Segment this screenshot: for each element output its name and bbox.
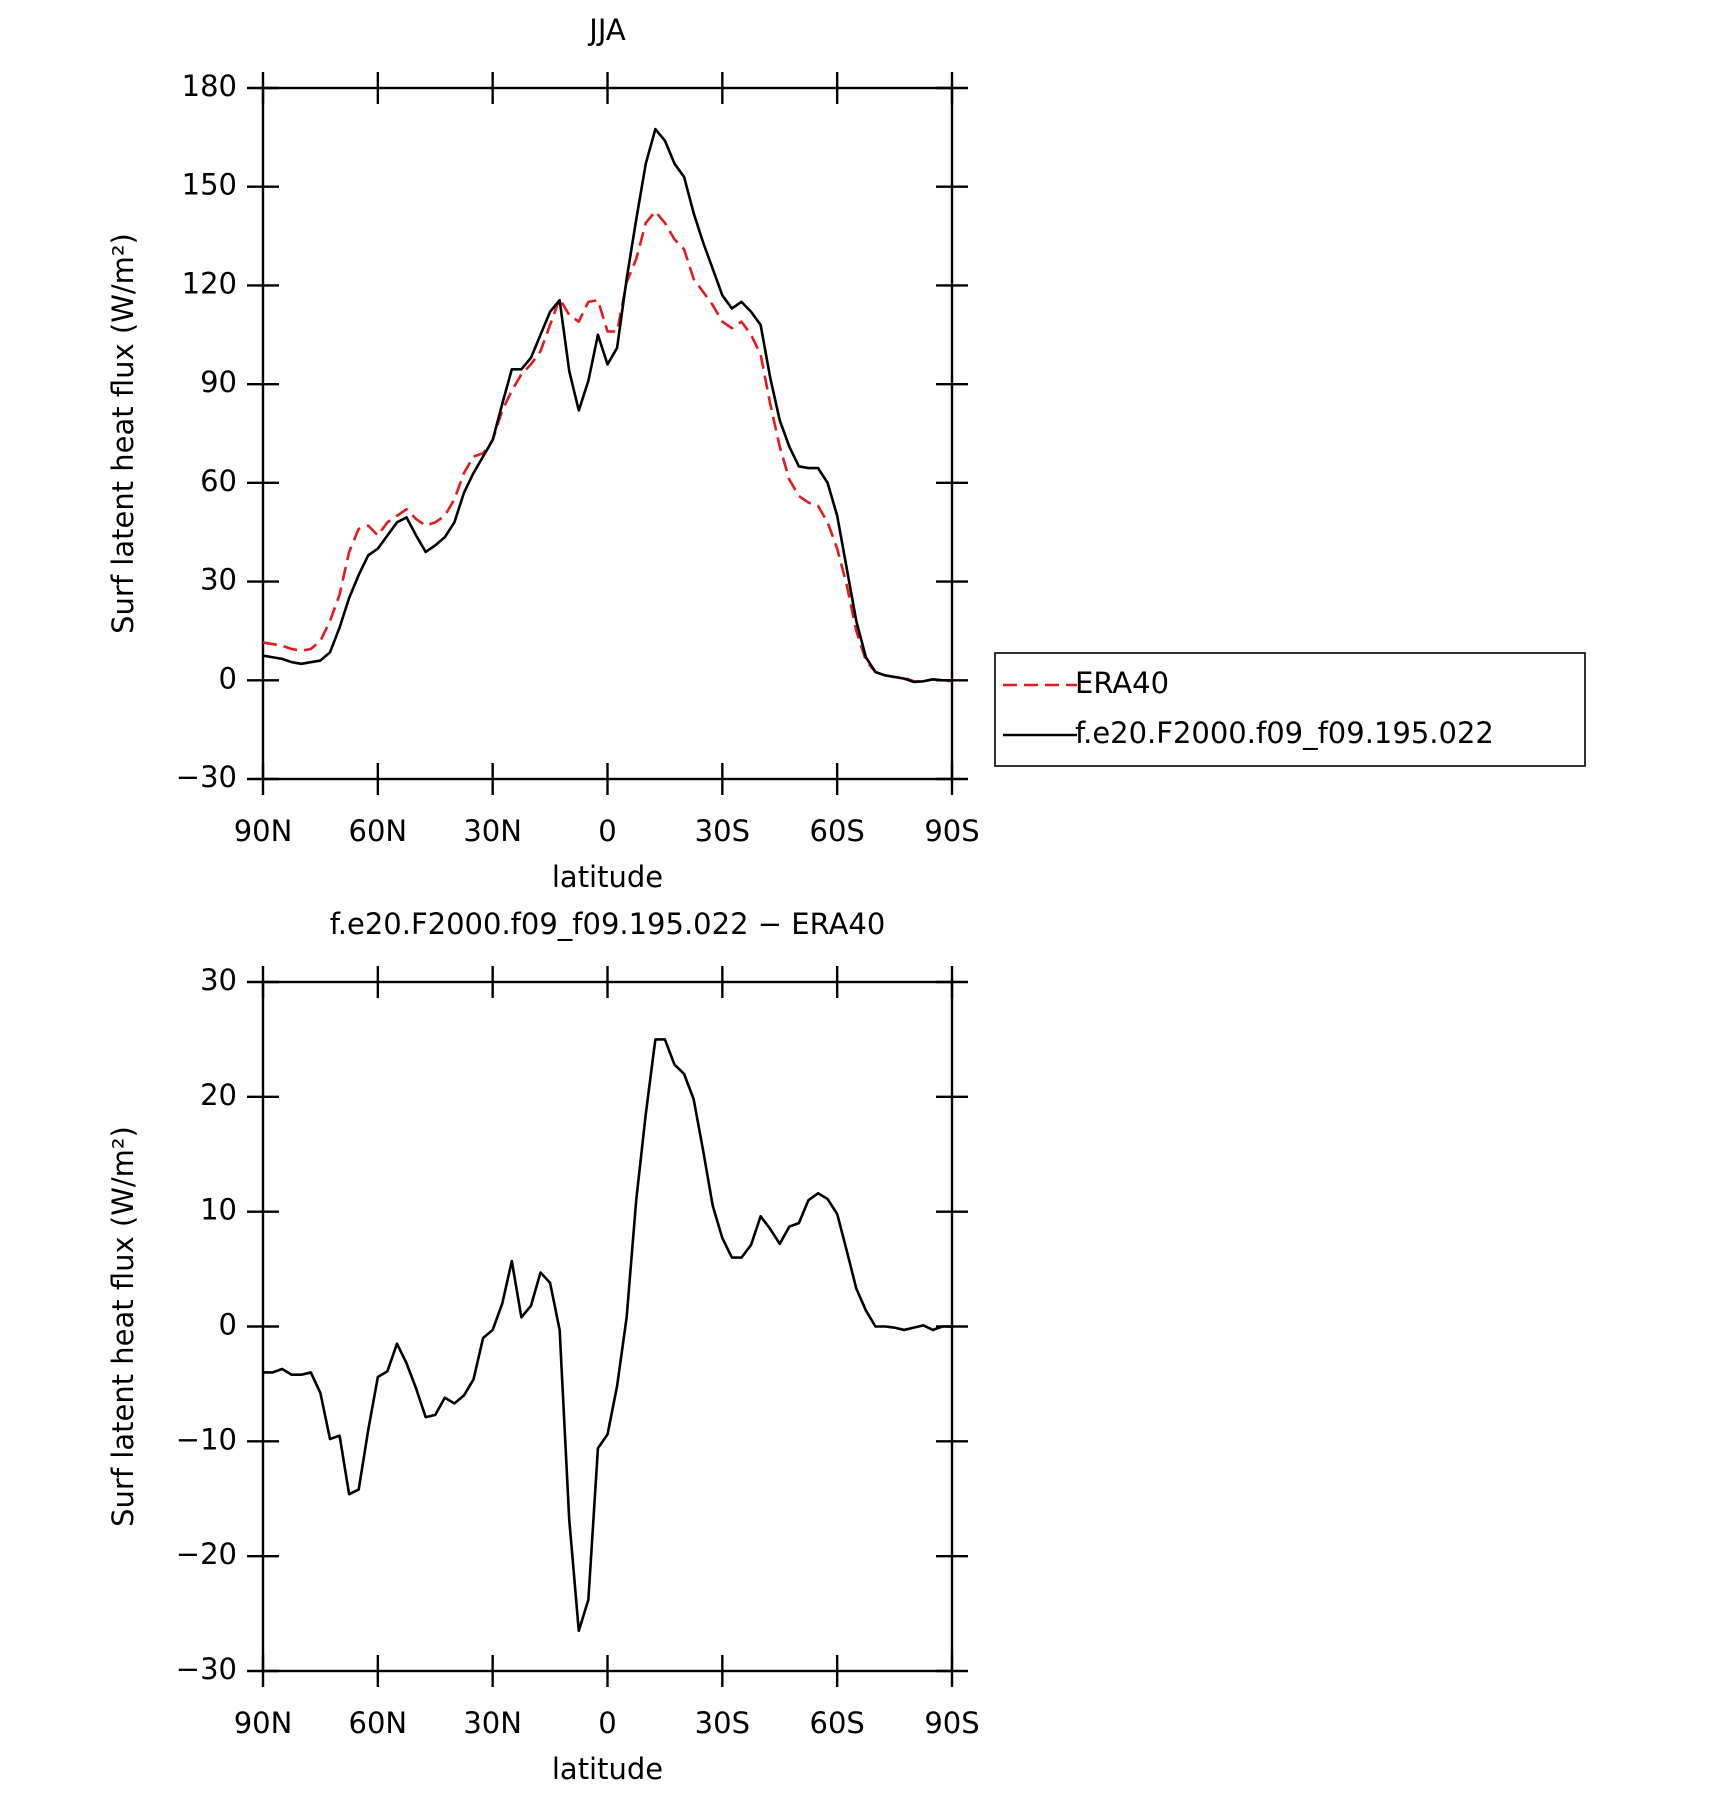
x-tick-label: 60N xyxy=(349,814,408,848)
y-tick-label: 90 xyxy=(200,365,237,399)
y-tick-label: 150 xyxy=(182,168,237,202)
legend-label: ERA40 xyxy=(1075,666,1169,700)
series-line xyxy=(262,127,952,684)
y-tick-label: 20 xyxy=(200,1078,237,1112)
y-axis-label: Surf latent heat flux (W/m²) xyxy=(106,233,140,634)
x-tick-label: 60N xyxy=(349,1706,408,1740)
x-axis-label: latitude xyxy=(552,1752,663,1786)
y-tick-label: 120 xyxy=(182,266,237,300)
x-tick-label: 90N xyxy=(234,1706,293,1740)
legend-box xyxy=(994,652,1586,767)
chart-title: JJA xyxy=(587,13,626,47)
plot-frame xyxy=(261,86,954,781)
x-tick-label: 0 xyxy=(598,1706,616,1740)
x-tick-label: 90S xyxy=(924,1706,979,1740)
x-tick-label: 60S xyxy=(810,1706,865,1740)
y-tick-label: −30 xyxy=(176,760,237,794)
y-tick-label: −30 xyxy=(176,1652,237,1686)
x-tick-label: 0 xyxy=(598,814,616,848)
y-tick-label: −10 xyxy=(176,1422,237,1456)
x-tick-label: 90N xyxy=(234,814,293,848)
x-tick-label: 30S xyxy=(695,814,750,848)
y-tick-label: 30 xyxy=(200,563,237,597)
y-tick-label: 30 xyxy=(200,963,237,997)
y-tick-label: 0 xyxy=(219,661,237,695)
x-tick-label: 60S xyxy=(810,814,865,848)
y-tick-label: 10 xyxy=(200,1193,237,1227)
y-tick-label: 0 xyxy=(219,1308,237,1342)
x-axis-label: latitude xyxy=(552,860,663,894)
x-tick-label: 30N xyxy=(463,814,522,848)
y-tick-label: 180 xyxy=(182,69,237,103)
plot-frame xyxy=(261,980,954,1673)
legend-label: f.e20.F2000.f09_f09.195.022 xyxy=(1075,716,1494,750)
x-tick-label: 30S xyxy=(695,1706,750,1740)
y-axis-label: Surf latent heat flux (W/m²) xyxy=(106,1126,140,1527)
y-tick-label: −20 xyxy=(176,1537,237,1571)
series-line xyxy=(263,1038,952,1633)
x-tick-label: 30N xyxy=(463,1706,522,1740)
legend: ERA40 f.e20.F2000.f09_f09.195.022 xyxy=(994,652,1586,767)
series-line xyxy=(262,210,952,683)
chart-title: f.e20.F2000.f09_f09.195.022 − ERA40 xyxy=(330,907,886,941)
x-tick-label: 90S xyxy=(924,814,979,848)
y-tick-label: 60 xyxy=(200,464,237,498)
